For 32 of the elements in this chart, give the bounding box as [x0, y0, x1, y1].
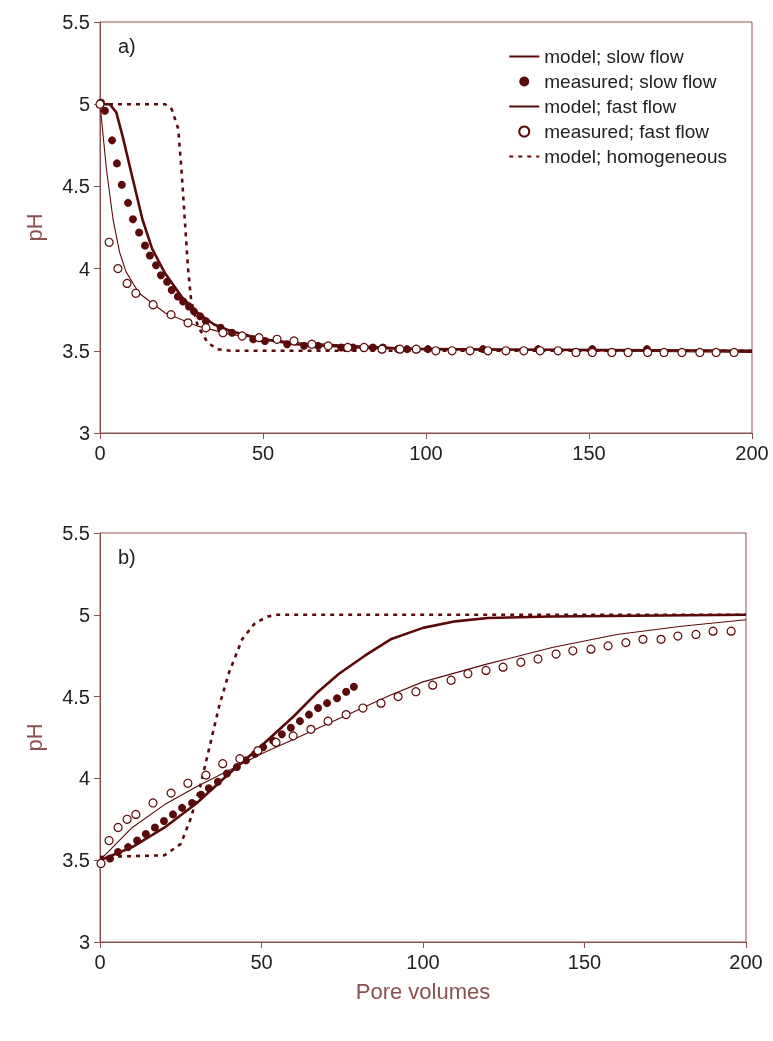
y-tick-label: 5 — [78, 93, 90, 116]
x-tick-label: 150 — [567, 951, 602, 973]
y-tick-label: 4 — [78, 767, 90, 790]
y-tick-label: 4.5 — [62, 685, 90, 708]
annotation: a) — [118, 35, 136, 57]
legend-label: model; fast flow — [544, 96, 677, 117]
legend-label: measured; slow flow — [544, 71, 717, 92]
x-tick-label: 50 — [251, 442, 275, 464]
y-tick-label: 3.5 — [62, 849, 90, 872]
legend-label: model; homogeneous — [544, 146, 728, 167]
x-tick-label: 100 — [409, 442, 443, 464]
x-tick-label: 0 — [94, 951, 106, 973]
y-tick-label: 4.5 — [62, 175, 90, 198]
y-tick-label: 5.5 — [62, 11, 90, 33]
y-tick-label: 3.5 — [62, 339, 90, 362]
x-tick-label: 50 — [250, 951, 273, 973]
y-tick-label: 3 — [78, 422, 90, 444]
x-tick-label: 200 — [735, 442, 769, 464]
y-tick-label: 5 — [78, 603, 90, 626]
y-tick-label: 4 — [78, 257, 90, 280]
y-tick-label: 5.5 — [62, 522, 90, 544]
x-tick-label: 200 — [729, 951, 763, 973]
x-tick-label: 100 — [406, 951, 440, 973]
x-tick-label: 150 — [572, 442, 606, 464]
annotation: b) — [118, 546, 136, 568]
legend-label: model; slow flow — [544, 46, 684, 67]
legend-label: measured; fast flow — [544, 121, 710, 142]
x-axis-title: Pore volumes — [355, 978, 491, 1004]
y-tick-label: 3 — [78, 931, 90, 953]
x-tick-label: 0 — [94, 442, 106, 464]
y-axis-title: pH — [21, 723, 47, 752]
y-axis-title: pH — [21, 213, 47, 242]
